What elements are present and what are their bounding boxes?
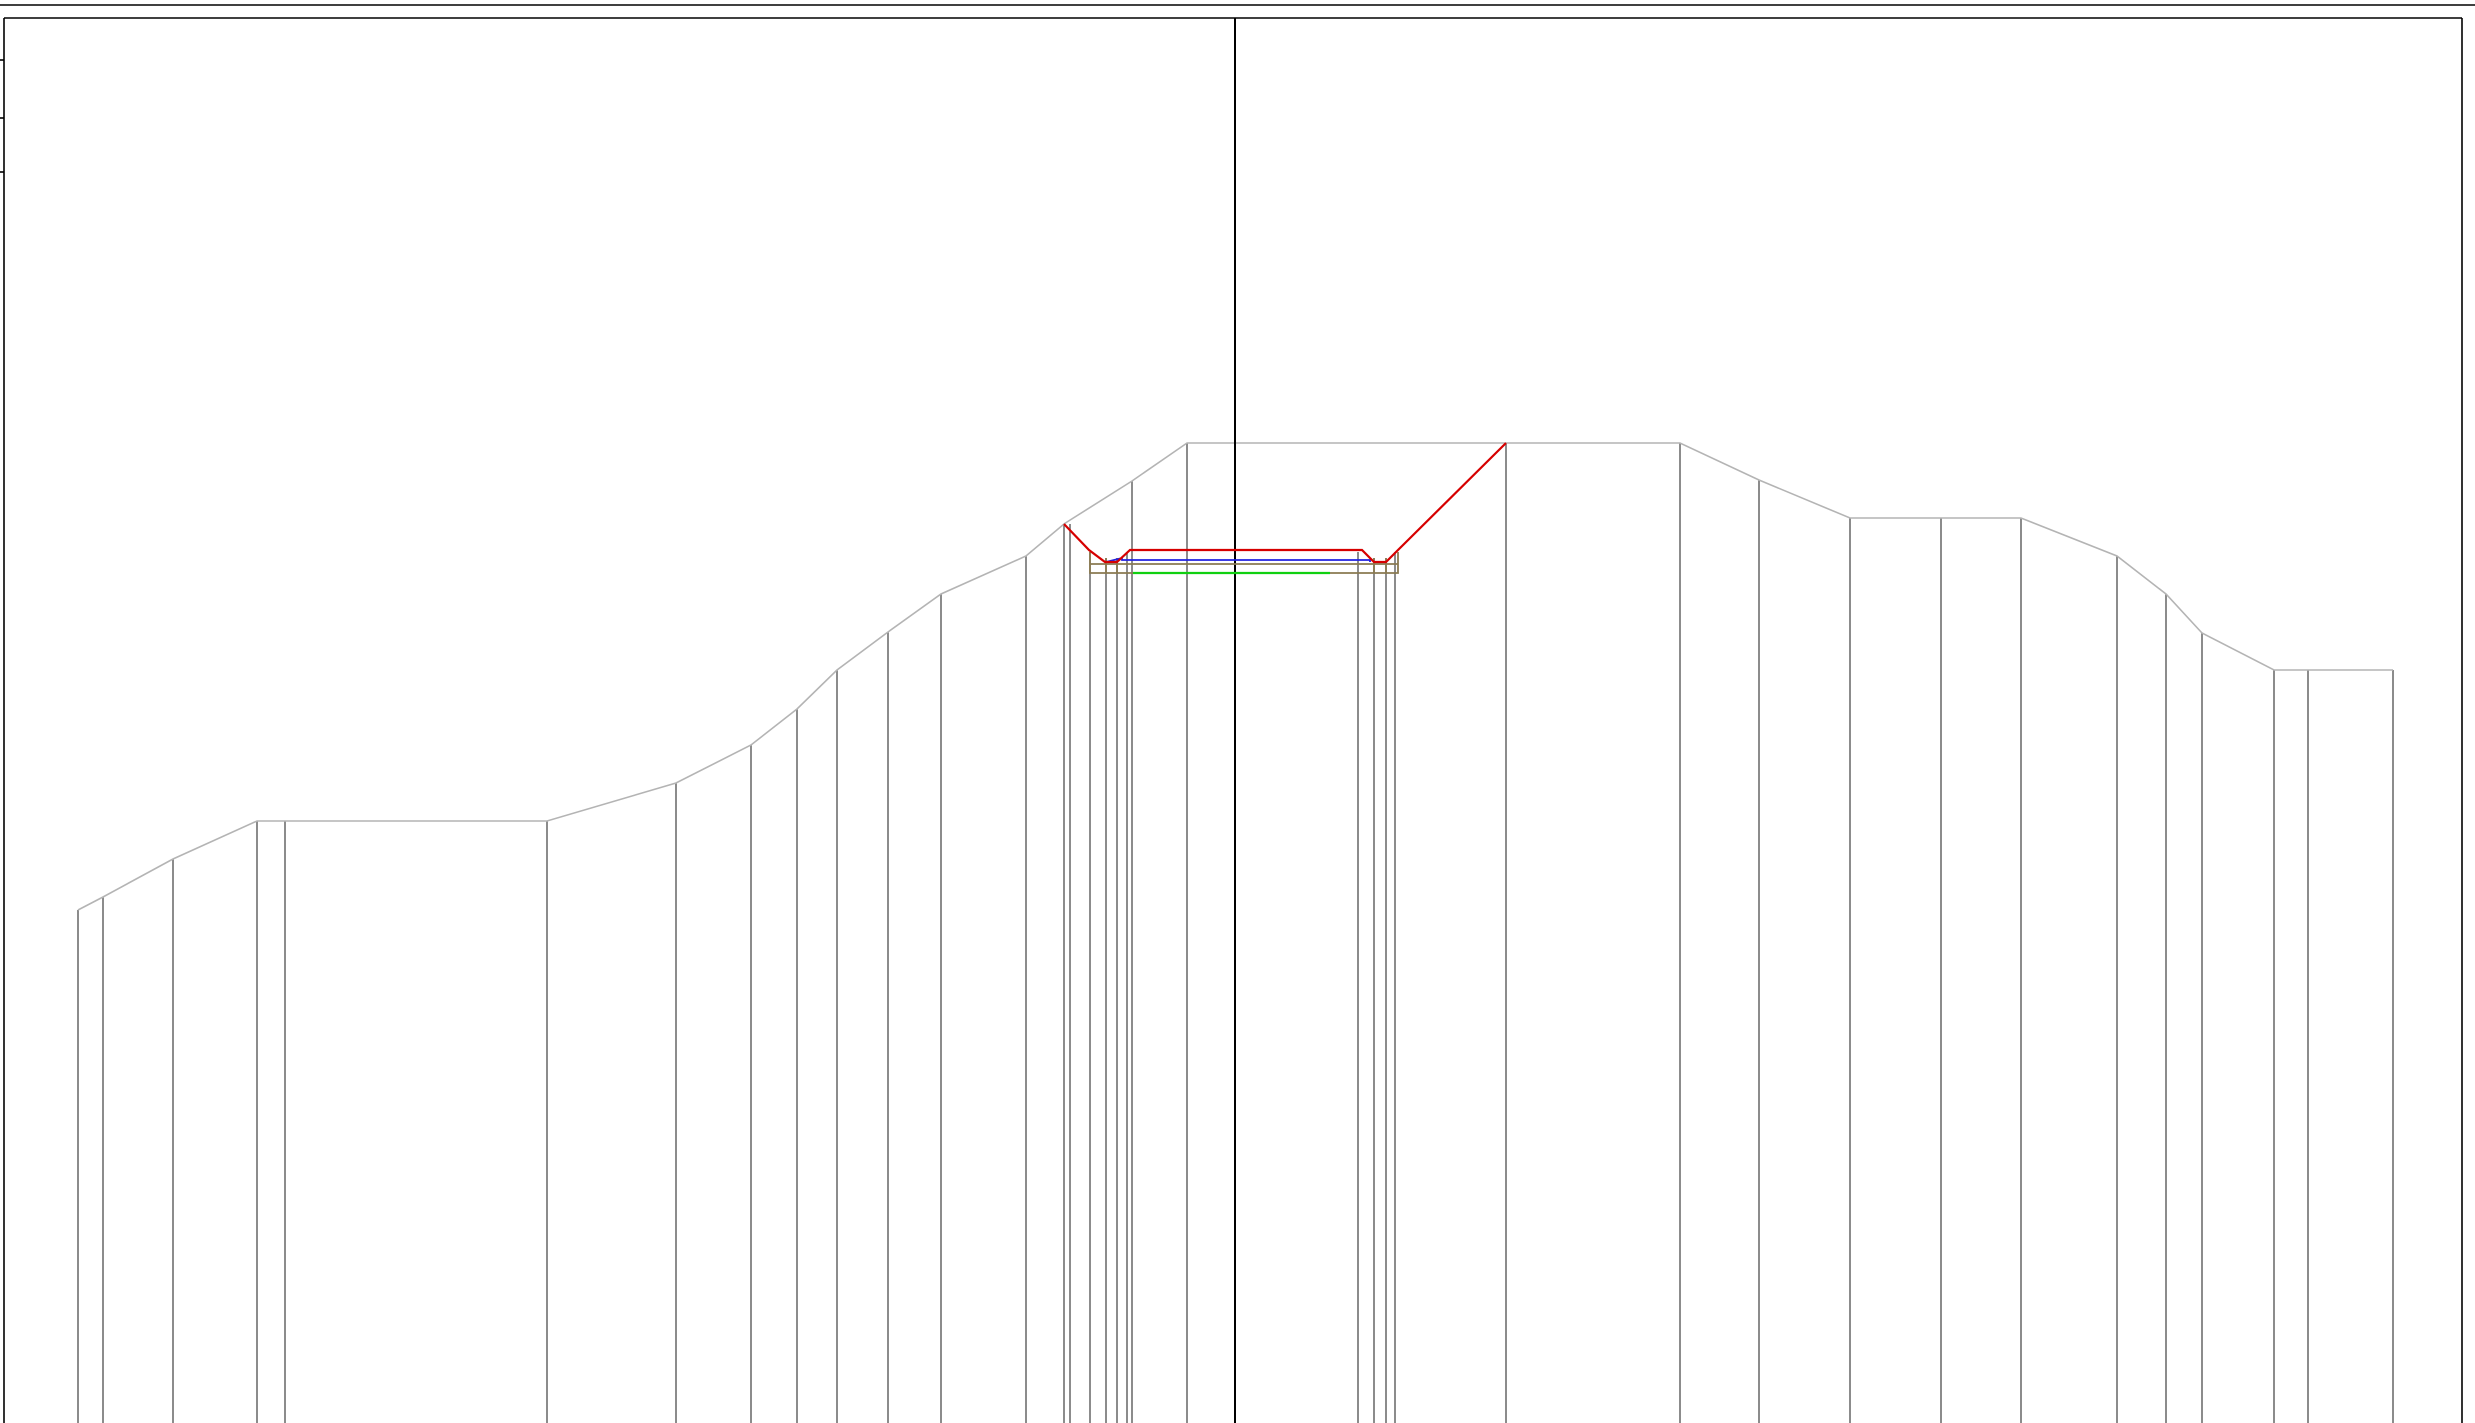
finished-grade-line (1063, 442, 1507, 564)
station-lines (77, 443, 2394, 1423)
existing-ground-line (77, 442, 2393, 911)
pavement-box-left (1089, 552, 1399, 574)
viewport-frame (0, 4, 2475, 1423)
design-surface-line (1105, 556, 1371, 563)
design-section (1063, 442, 1507, 575)
